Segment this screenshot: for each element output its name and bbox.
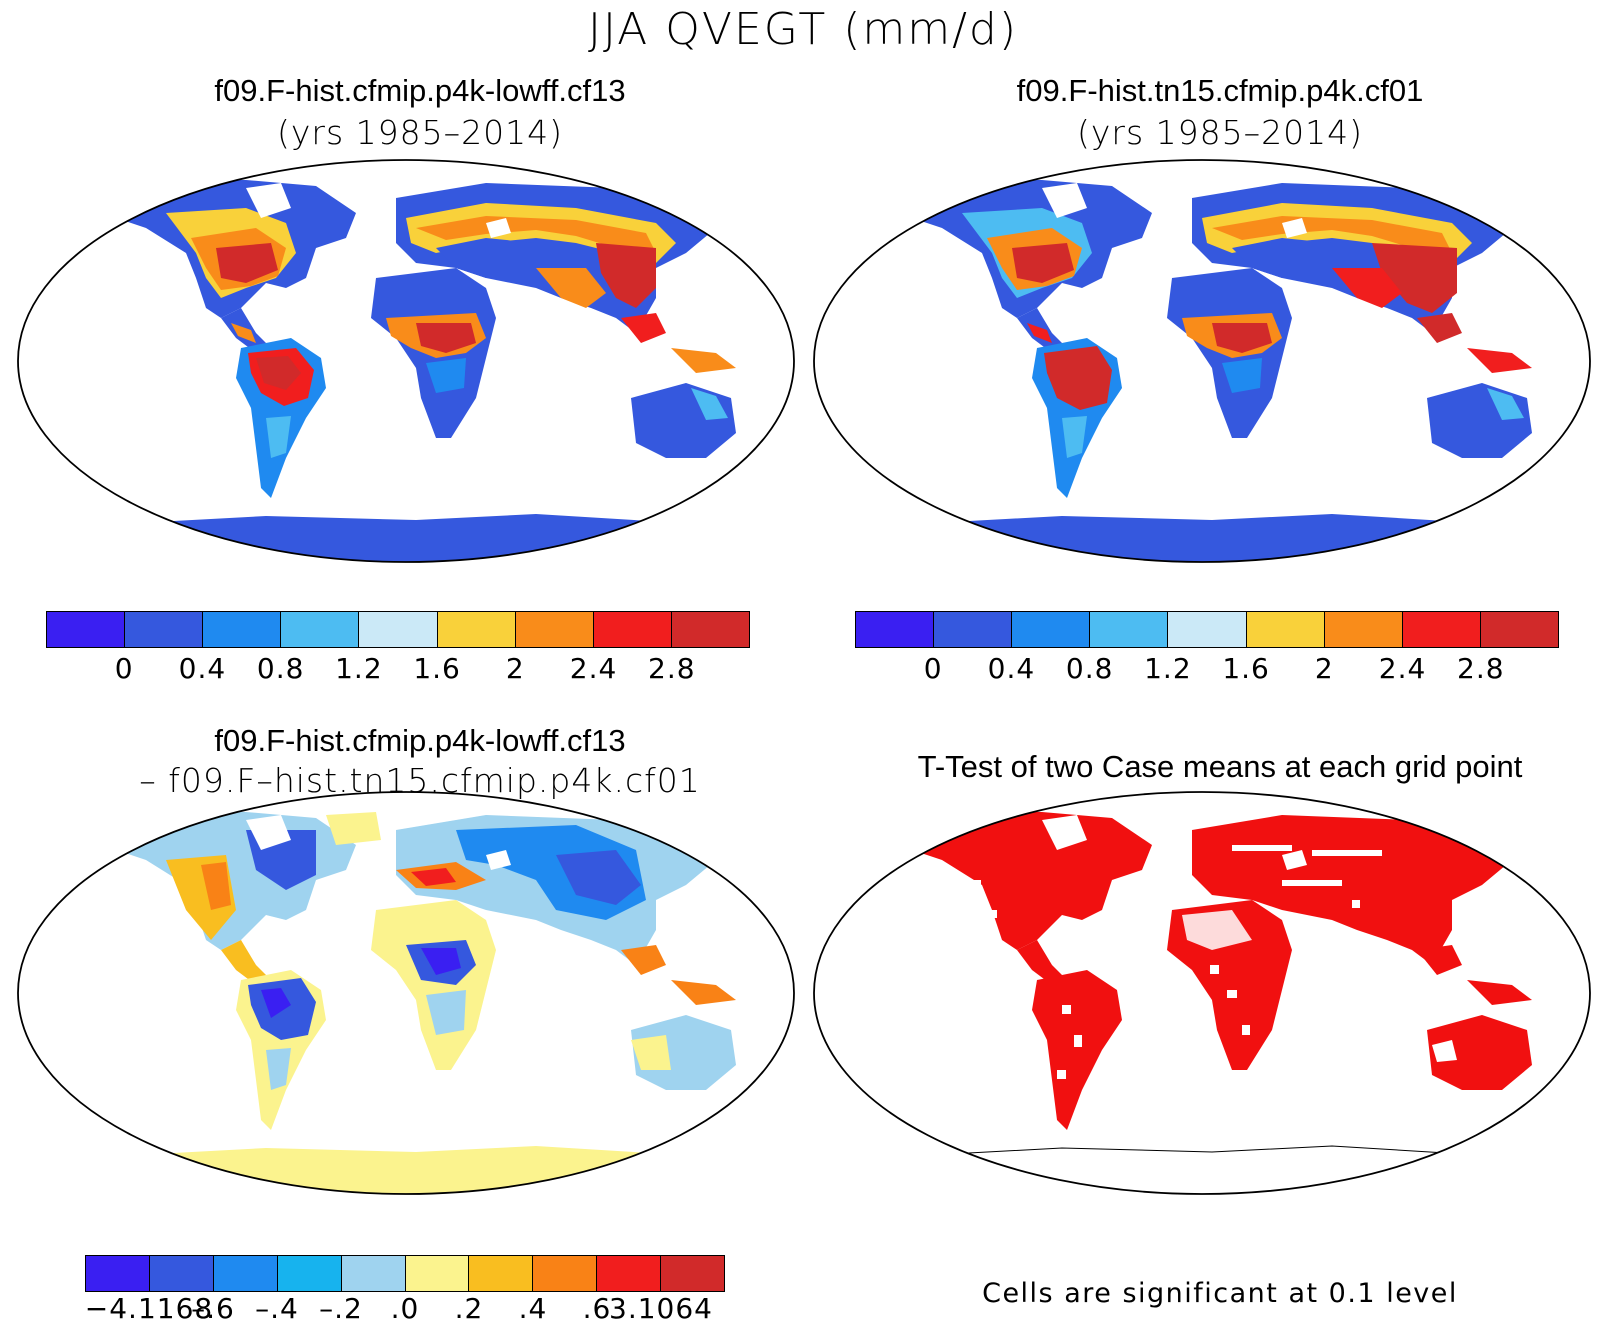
colorbar-top-left-tick-label: 0.4 [178, 652, 227, 685]
colorbar-top-left-swatch [359, 612, 438, 647]
colorbar-bottom-left-swatch [277, 1256, 342, 1291]
colorbar-top-left-tick-label: 2.4 [569, 652, 618, 685]
colorbar-top-right-tick-label: 0.4 [987, 652, 1036, 685]
colorbar-bottom-left-tick-label: –.2 [319, 1292, 363, 1325]
colorbar-top-right-swatch [1246, 612, 1325, 647]
panel-bottom-left-subtitle: – f09.F–hist.tn15.cfmip.p4k.cf01 [139, 761, 701, 800]
colorbar-bottom-left-swatch [661, 1256, 725, 1291]
colorbar-top-right-tick-label: 2.4 [1378, 652, 1427, 685]
colorbar-bottom-left [85, 1255, 725, 1292]
colorbar-top-right-swatch [856, 612, 935, 647]
colorbar-top-left-tick-label: 0 [114, 652, 134, 685]
colorbar-bottom-left-swatch [213, 1256, 278, 1291]
map-bottom-left [17, 791, 795, 1195]
colorbar-bottom-left-swatch [341, 1256, 406, 1291]
colorbar-bottom-left-swatch [597, 1256, 662, 1291]
colorbar-top-right-swatch [1090, 612, 1169, 647]
colorbar-top-left-swatch [671, 612, 749, 647]
colorbar-top-right-tick-label: 0.8 [1065, 652, 1114, 685]
colorbar-bottom-left-swatch [149, 1256, 214, 1291]
panel-top-left-years: (yrs 1985–2014) [277, 113, 563, 152]
colorbar-top-right-tick-label: 0 [923, 652, 943, 685]
panel-bottom-left-title: f09.F-hist.cfmip.p4k-lowff.cf13 [214, 723, 626, 758]
colorbar-top-left-swatch [593, 612, 672, 647]
colorbar-top-left-swatch [125, 612, 204, 647]
colorbar-bottom-left-tick-label: .2 [454, 1292, 484, 1325]
colorbar-top-right-tick-label: 2.8 [1457, 652, 1505, 685]
colorbar-top-right-swatch [1168, 612, 1247, 647]
colorbar-bottom-left-swatch [533, 1256, 598, 1291]
colorbar-bottom-left-swatch [86, 1256, 150, 1291]
colorbar-top-left-tick-label: 1.6 [413, 652, 461, 685]
colorbar-top-right-swatch [1480, 612, 1558, 647]
colorbar-top-left-swatch [47, 612, 126, 647]
colorbar-bottom-left-tick-label: –.4 [255, 1292, 299, 1325]
colorbar-top-left-swatch [203, 612, 282, 647]
colorbar-top-left-tick-label: 2 [505, 652, 525, 685]
colorbar-top-right-labels: 0 0.4 0.8 1.2 1.6 2 2.4 2.8 [855, 652, 1559, 686]
map-top-left [17, 159, 795, 563]
colorbar-bottom-left-swatch [469, 1256, 534, 1291]
colorbar-top-left-swatch [437, 612, 516, 647]
colorbar-top-left-labels: 0 0.4 0.8 1.2 1.6 2 2.4 2.8 [46, 652, 750, 686]
colorbar-top-right-tick-label: 2 [1314, 652, 1334, 685]
colorbar-top-left-swatch [281, 612, 360, 647]
colorbar-top-right-swatch [1324, 612, 1403, 647]
colorbar-top-left-tick-label: 2.8 [648, 652, 696, 685]
panel-bottom-right-title: T-Test of two Case means at each grid po… [917, 749, 1523, 784]
colorbar-bottom-left-tick-label: .4 [518, 1292, 548, 1325]
colorbar-bottom-left-tick-label: −4.1168 [84, 1292, 214, 1325]
colorbar-top-left-tick-label: 0.8 [256, 652, 305, 685]
colorbar-top-right [855, 611, 1559, 648]
colorbar-bottom-left-labels: −4.1168 –.6 –.4 –.2 .0 .2 .4 .6 3.1064 [85, 1292, 725, 1326]
map-top-right [813, 159, 1591, 563]
colorbar-top-right-swatch [934, 612, 1013, 647]
panel-top-left-title: f09.F-hist.cfmip.p4k-lowff.cf13 [214, 73, 626, 108]
colorbar-bottom-left-tick-label: .6 [582, 1292, 612, 1325]
panel-top-right-title: f09.F-hist.tn15.cfmip.p4k.cf01 [1016, 73, 1424, 108]
figure-title: JJA QVEGT (mm/d) [588, 4, 1018, 55]
colorbar-top-right-tick-label: 1.6 [1222, 652, 1270, 685]
panel-top-right-years: (yrs 1985–2014) [1077, 113, 1363, 152]
colorbar-top-left [46, 611, 750, 648]
colorbar-bottom-left-tick-label: 3.1064 [609, 1292, 713, 1325]
colorbar-top-left-swatch [515, 612, 594, 647]
colorbar-top-right-swatch [1402, 612, 1481, 647]
colorbar-top-right-tick-label: 1.2 [1144, 652, 1192, 685]
colorbar-bottom-left-tick-label: –.6 [191, 1292, 235, 1325]
colorbar-top-left-tick-label: 1.2 [335, 652, 383, 685]
map-bottom-right [813, 791, 1591, 1195]
colorbar-bottom-left-swatch [405, 1256, 470, 1291]
colorbar-bottom-left-tick-label: .0 [390, 1292, 420, 1325]
colorbar-top-right-swatch [1012, 612, 1091, 647]
significance-note: Cells are significant at 0.1 level [982, 1278, 1458, 1309]
